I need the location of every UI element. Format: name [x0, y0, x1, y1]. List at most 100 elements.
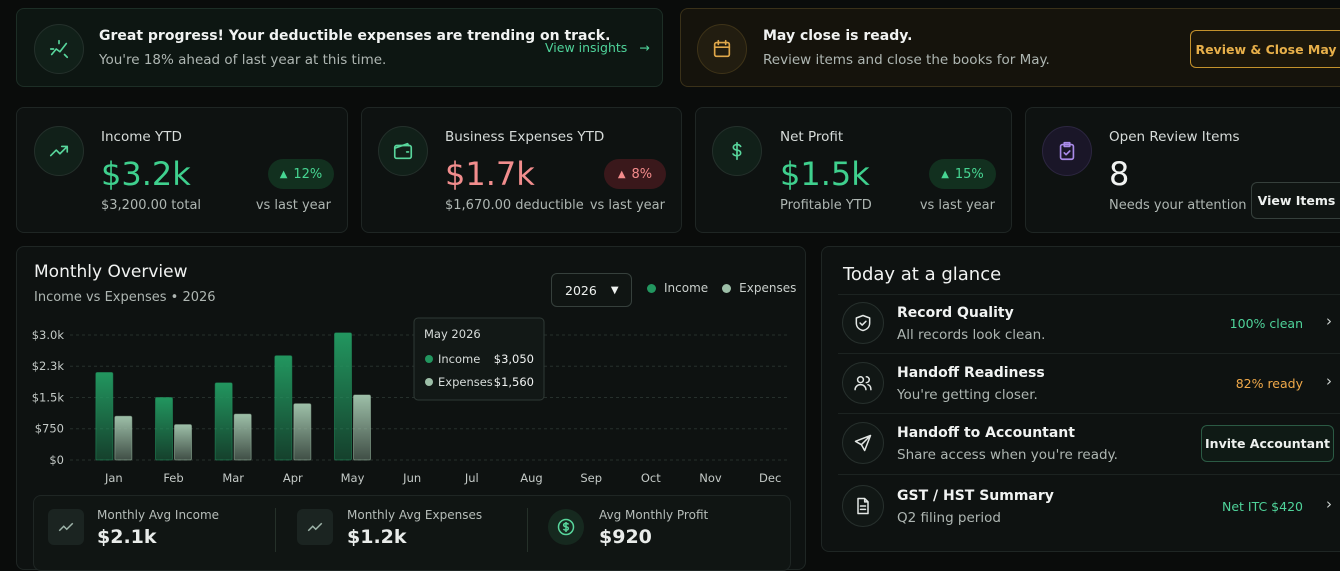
view-items-button[interactable]: View Items — [1251, 182, 1340, 219]
kpi-value: $1.7k — [445, 155, 535, 193]
insight-banner: Great progress! Your deductible expenses… — [16, 8, 663, 87]
row-status: 82% ready — [1235, 376, 1303, 391]
panel-title: Monthly Overview — [34, 262, 188, 282]
summary-icon — [297, 509, 333, 545]
up-arrow: ▲ — [941, 168, 949, 180]
x-tick-label: Mar — [222, 471, 244, 485]
bar — [174, 424, 192, 461]
chevron-icon[interactable]: › — [1326, 372, 1332, 390]
panel-title: Today at a glance — [843, 264, 1002, 285]
summary-value: $920 — [599, 526, 652, 548]
tooltip-swatch — [425, 378, 433, 386]
overview-panel: Monthly Overview Income vs Expenses • 20… — [16, 246, 806, 571]
row-subtitle: You're getting closer. — [897, 387, 1038, 403]
view-insights-link[interactable]: View insights → — [545, 40, 650, 55]
row-status: Net ITC $420 — [1221, 499, 1303, 514]
legend-label: Income — [664, 281, 709, 295]
arrow-icon: → — [639, 40, 650, 55]
banner-icon — [697, 24, 747, 74]
y-tick-label: $1.5k — [32, 390, 65, 404]
year-select[interactable]: 2026 ▼ — [551, 273, 632, 307]
row-title: Handoff to Accountant — [897, 425, 1075, 441]
bar — [114, 415, 133, 461]
change-note: vs last year — [255, 198, 331, 213]
chevron-icon[interactable]: › — [1326, 495, 1332, 513]
x-tick-label: Oct — [641, 471, 661, 485]
summary-label: Monthly Avg Income — [97, 508, 220, 522]
kpi-card: Income YTD $3.2k $3,200.00 total ▲ 12% vs… — [16, 107, 348, 233]
row-title: Handoff Readiness — [897, 365, 1045, 381]
kpi-detail: Needs your attention — [1109, 198, 1247, 213]
x-tick-label: Jun — [402, 471, 421, 485]
row-icon — [842, 422, 884, 464]
y-tick-label: $2.3k — [32, 359, 65, 373]
row-subtitle: Share access when you're ready. — [897, 447, 1118, 463]
row-subtitle: Q2 filing period — [897, 510, 1001, 526]
bar — [274, 355, 293, 461]
kpi-icon — [712, 126, 762, 176]
divider — [527, 508, 528, 552]
bar — [353, 394, 371, 461]
banner-title: May close is ready. — [763, 28, 913, 44]
legend: Income Expenses — [647, 281, 796, 295]
x-tick-label: Sep — [580, 471, 602, 485]
kpi-card: Open Review Items 8 Needs your attention… — [1025, 107, 1340, 233]
select-value: 2026 — [565, 282, 597, 298]
panel-subtitle: Income vs Expenses • 2026 — [34, 290, 216, 305]
row-icon — [842, 302, 884, 344]
divider — [275, 508, 276, 552]
kpi-icon — [1042, 126, 1092, 176]
bar — [233, 413, 252, 461]
y-tick-label: $750 — [35, 422, 64, 436]
kpi-label: Net Profit — [780, 129, 844, 145]
summary-value: $1.2k — [347, 526, 407, 548]
banner-subtitle: Review items and close the books for May… — [763, 52, 1050, 68]
review-close-button[interactable]: Review & Close May — [1190, 30, 1340, 68]
legend-label: Expenses — [739, 281, 797, 295]
kpi-value: $1.5k — [780, 155, 870, 193]
banner-subtitle: You're 18% ahead of last year at this ti… — [99, 52, 387, 68]
kpi-value: $3.2k — [101, 155, 191, 193]
kpi-label: Business Expenses YTD — [445, 129, 605, 145]
legend-item[interactable]: Expenses — [722, 281, 796, 295]
legend-item[interactable]: Income — [647, 281, 708, 295]
kpi-card: Business Expenses YTD $1.7k $1,670.00 de… — [361, 107, 682, 233]
bar — [334, 332, 352, 461]
banner-icon — [34, 24, 84, 74]
separator — [838, 474, 1340, 475]
row-subtitle: All records look clean. — [897, 327, 1046, 343]
legend-swatch — [647, 283, 656, 293]
glance-panel: Today at a glance Record Quality All rec… — [821, 246, 1340, 552]
summary-icon — [548, 509, 584, 545]
change-badge: ▲ 12% — [268, 159, 334, 189]
tooltip-value: $1,560 — [494, 375, 534, 389]
change-value: 15% — [954, 166, 984, 182]
tooltip-label: Expenses — [438, 375, 493, 389]
summary-label: Avg Monthly Profit — [599, 508, 709, 522]
x-tick-label: Feb — [163, 471, 183, 485]
kpi-card: Net Profit $1.5k Profitable YTD ▲ 15% vs … — [695, 107, 1012, 233]
x-tick-label: Jan — [104, 471, 123, 485]
y-tick-label: $3.0k — [32, 328, 65, 342]
kpi-label: Open Review Items — [1109, 129, 1240, 145]
bar — [214, 382, 233, 461]
change-badge: ▲ 15% — [929, 159, 996, 189]
change-note: vs last year — [589, 198, 665, 213]
tooltip-label: Income — [438, 352, 480, 366]
tooltip-box — [413, 317, 545, 401]
chevron-icon[interactable]: › — [1326, 312, 1332, 330]
legend-swatch — [722, 283, 732, 293]
chart: $0 $750 $1.5k $2.3k $3.0k Jan Feb Mar Apr May Jun J… — [32, 317, 790, 485]
separator — [838, 353, 1340, 354]
invite-accountant-button[interactable]: Invite Accountant — [1201, 425, 1334, 462]
row-icon — [842, 485, 884, 527]
kpi-icon — [378, 126, 428, 176]
tooltip-swatch — [425, 355, 433, 363]
x-tick-label: Apr — [283, 471, 303, 485]
x-tick-label: Jul — [464, 471, 479, 485]
kpi-label: Income YTD — [101, 129, 182, 145]
separator — [838, 294, 1340, 295]
chevron-icon: ▼ — [610, 284, 619, 296]
